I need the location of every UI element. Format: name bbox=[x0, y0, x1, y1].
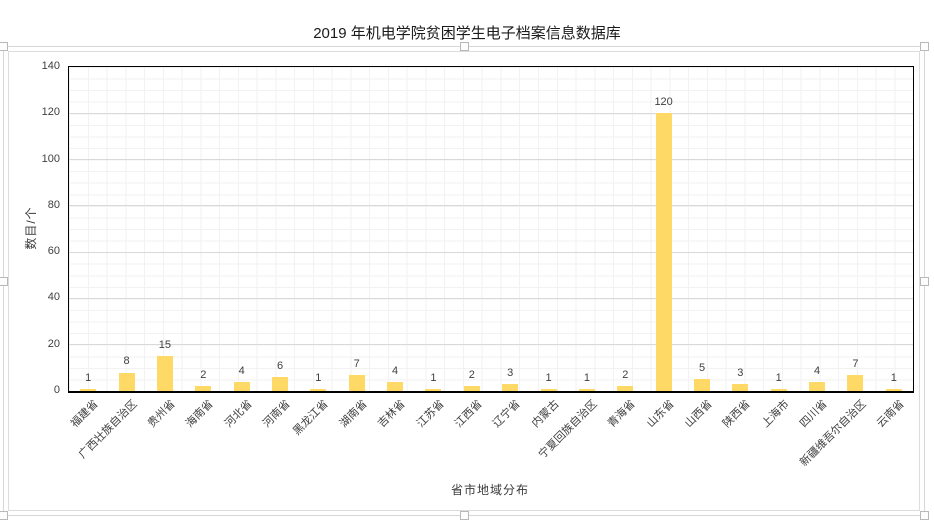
bar-广西壮族自治区[interactable] bbox=[118, 372, 135, 391]
bar-辽宁省[interactable] bbox=[502, 384, 519, 391]
selection-handle-bottom-right[interactable] bbox=[920, 511, 929, 520]
bar-data-label: 1 bbox=[775, 371, 782, 384]
y-tick-label: 40 bbox=[47, 291, 60, 304]
major-gridline bbox=[69, 297, 913, 299]
selection-handle-bottom-left[interactable] bbox=[0, 511, 8, 520]
y-tick-label: 120 bbox=[41, 106, 60, 119]
bar-data-label: 1 bbox=[430, 371, 437, 384]
bar-陕西省[interactable] bbox=[732, 384, 749, 391]
y-tick-label: 80 bbox=[47, 198, 60, 211]
major-gridline bbox=[69, 205, 913, 207]
chart-selection-frame-inner bbox=[8, 51, 920, 511]
bar-江苏省[interactable] bbox=[425, 388, 442, 391]
selection-handle-right-middle[interactable] bbox=[920, 276, 929, 286]
y-tick-label: 20 bbox=[47, 337, 60, 350]
bar-data-label: 2 bbox=[200, 369, 207, 382]
bar-山东省[interactable] bbox=[655, 113, 672, 391]
bar-data-label: 2 bbox=[622, 369, 629, 382]
bar-data-label: 1 bbox=[583, 371, 590, 384]
bar-data-label: 120 bbox=[654, 96, 673, 109]
bar-湖南省[interactable] bbox=[348, 374, 365, 391]
selection-handle-bottom-middle[interactable] bbox=[459, 511, 469, 520]
bar-贵州省[interactable] bbox=[156, 356, 173, 391]
bar-青海省[interactable] bbox=[617, 386, 634, 391]
bar-data-label: 1 bbox=[85, 371, 92, 384]
bar-云南省[interactable] bbox=[885, 388, 902, 391]
bar-河南省[interactable] bbox=[272, 377, 288, 391]
bar-福建省[interactable] bbox=[80, 388, 97, 391]
bar-新疆维吾尔自治区[interactable] bbox=[847, 374, 864, 391]
bar-data-label: 7 bbox=[353, 357, 360, 370]
bar-data-label: 6 bbox=[276, 360, 284, 373]
bar-data-label: 3 bbox=[507, 367, 514, 380]
bar-data-label: 15 bbox=[158, 339, 172, 352]
selection-handle-top-middle[interactable] bbox=[459, 42, 469, 51]
bar-data-label: 1 bbox=[545, 371, 552, 384]
major-gridline bbox=[69, 344, 913, 346]
bar-山西省[interactable] bbox=[694, 379, 710, 391]
bar-吉林省[interactable] bbox=[387, 381, 404, 391]
bar-data-label: 3 bbox=[737, 367, 744, 380]
bar-上海市[interactable] bbox=[770, 388, 787, 391]
bar-四川省[interactable] bbox=[809, 381, 826, 391]
bar-data-label: 4 bbox=[392, 364, 399, 377]
bar-data-label: 4 bbox=[238, 364, 245, 377]
bar-海南省[interactable] bbox=[195, 386, 212, 391]
x-axis-title: 省市地域分布 bbox=[450, 483, 529, 497]
bar-data-label: 1 bbox=[315, 371, 322, 384]
bar-data-label: 4 bbox=[814, 364, 821, 377]
bar-江西省[interactable] bbox=[463, 386, 480, 391]
bar-data-label: 1 bbox=[890, 371, 897, 384]
bar-内蒙古[interactable] bbox=[540, 388, 557, 391]
bar-宁夏回族自治区[interactable] bbox=[578, 388, 595, 391]
y-tick-label: 100 bbox=[41, 152, 60, 165]
bar-data-label: 2 bbox=[468, 369, 475, 382]
selection-handle-left-middle[interactable] bbox=[0, 276, 8, 286]
major-gridline bbox=[69, 159, 913, 161]
bar-data-label: 7 bbox=[852, 357, 859, 370]
selection-handle-top-left[interactable] bbox=[0, 42, 8, 51]
y-axis-title: 数目/个 bbox=[24, 206, 38, 250]
chart-title: 2019 年机电学院贫困学生电子档案信息数据库 bbox=[313, 25, 621, 42]
y-tick-label: 140 bbox=[41, 60, 60, 72]
plot-area[interactable]: 1 8 15 2 4 6 1 7 4 1 2 3 1 1 2 120 5 3 1 4 7 1 bbox=[68, 66, 914, 393]
bar-河北省[interactable] bbox=[233, 381, 250, 391]
major-gridline bbox=[69, 251, 913, 253]
y-tick-label: 0 bbox=[53, 384, 60, 396]
major-gridline bbox=[69, 112, 913, 114]
bar-data-label: 8 bbox=[123, 355, 130, 368]
bar-data-label: 5 bbox=[698, 362, 706, 375]
bar-黑龙江省[interactable] bbox=[310, 388, 327, 391]
y-tick-label: 60 bbox=[47, 245, 60, 258]
selection-handle-top-right[interactable] bbox=[920, 42, 929, 51]
